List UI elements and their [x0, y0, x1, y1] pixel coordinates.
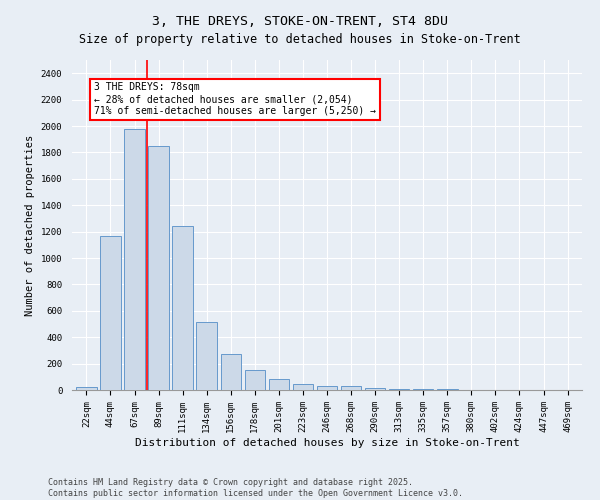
Bar: [365, 388, 385, 390]
Bar: [341, 386, 361, 390]
Bar: [76, 386, 97, 390]
Text: 3 THE DREYS: 78sqm
← 28% of detached houses are smaller (2,054)
71% of semi-deta: 3 THE DREYS: 78sqm ← 28% of detached hou…: [94, 82, 376, 116]
Text: 3, THE DREYS, STOKE-ON-TRENT, ST4 8DU: 3, THE DREYS, STOKE-ON-TRENT, ST4 8DU: [152, 15, 448, 28]
Bar: [293, 384, 313, 390]
Bar: [317, 386, 337, 390]
Bar: [389, 389, 409, 390]
Bar: [196, 322, 217, 390]
Bar: [124, 128, 145, 390]
Bar: [245, 370, 265, 390]
Bar: [100, 236, 121, 390]
X-axis label: Distribution of detached houses by size in Stoke-on-Trent: Distribution of detached houses by size …: [134, 438, 520, 448]
Text: Size of property relative to detached houses in Stoke-on-Trent: Size of property relative to detached ho…: [79, 32, 521, 46]
Bar: [172, 226, 193, 390]
Bar: [269, 379, 289, 390]
Y-axis label: Number of detached properties: Number of detached properties: [25, 134, 35, 316]
Text: Contains HM Land Registry data © Crown copyright and database right 2025.
Contai: Contains HM Land Registry data © Crown c…: [48, 478, 463, 498]
Bar: [148, 146, 169, 390]
Bar: [221, 354, 241, 390]
